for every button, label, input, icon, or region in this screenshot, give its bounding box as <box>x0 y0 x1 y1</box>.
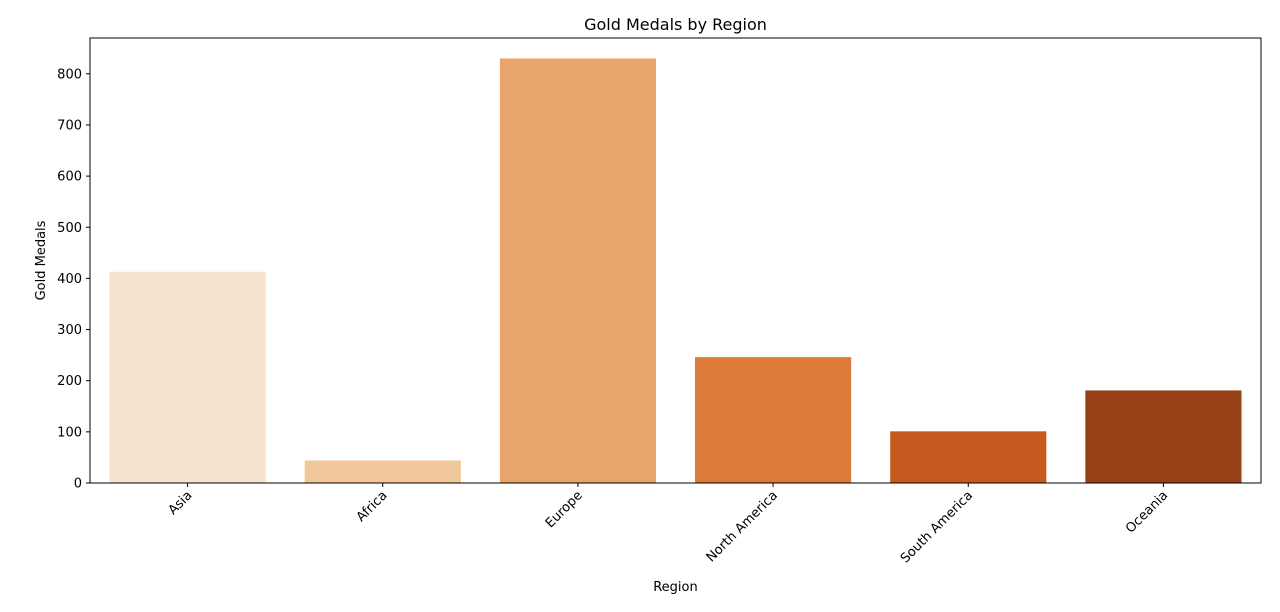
y-tick-label: 200 <box>57 374 82 389</box>
y-tick-label: 100 <box>57 425 82 440</box>
y-tick-label: 300 <box>57 323 82 338</box>
y-tick-label: 800 <box>57 67 82 82</box>
bar-asia <box>109 271 266 483</box>
y-tick-label: 0 <box>74 477 82 492</box>
bar-africa <box>304 460 461 483</box>
chart-title: Gold Medals by Region <box>584 15 767 34</box>
x-tick-label-europe: Europe <box>543 488 586 531</box>
plot-frame <box>89 37 1262 484</box>
x-tick-label-asia: Asia <box>166 488 196 518</box>
y-tick-label: 400 <box>57 272 82 287</box>
bar-south-america <box>890 431 1047 483</box>
x-axis-ticks: Asia Africa Europe North America South Ameri… <box>166 483 1171 566</box>
x-tick-label-oceania: Oceania <box>1123 488 1171 536</box>
x-tick-label-africa: Africa <box>354 488 391 525</box>
y-axis-ticks: 0 100 200 300 400 500 600 700 800 <box>57 67 90 492</box>
y-tick-label: 600 <box>57 170 82 185</box>
y-tick-label: 700 <box>57 118 82 133</box>
bar-europe <box>499 58 656 483</box>
bar-north-america <box>695 357 852 483</box>
x-tick-label-south-america: South America <box>898 488 976 566</box>
y-tick-label: 500 <box>57 221 82 236</box>
bar-oceania <box>1085 390 1242 483</box>
bars-group <box>109 58 1242 483</box>
x-axis-label: Region <box>653 580 698 595</box>
x-tick-label-north-america: North America <box>704 488 781 565</box>
y-axis-label: Gold Medals <box>34 220 49 300</box>
